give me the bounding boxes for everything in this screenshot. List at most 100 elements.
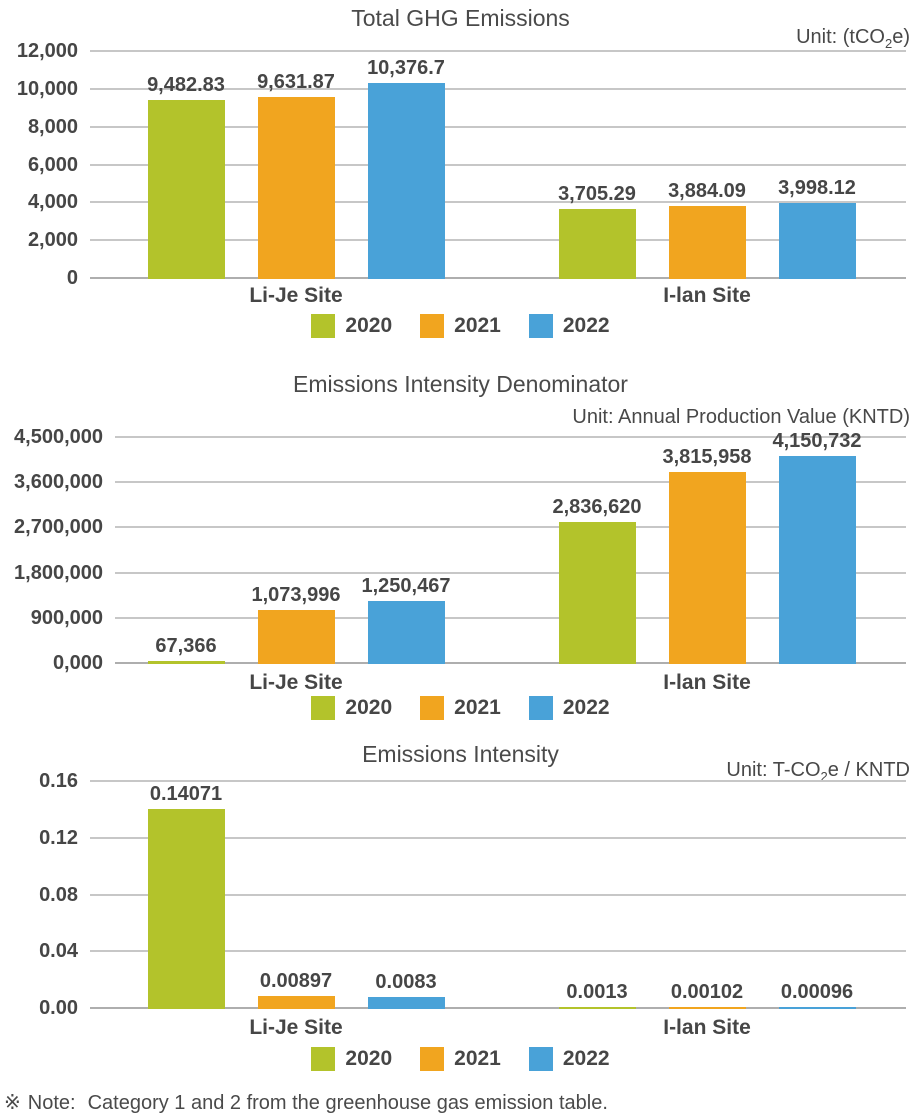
unit-text: Unit: Annual Production Value (KNTD) [572, 406, 910, 428]
legend-label: 2021 [454, 1047, 501, 1070]
gridline [90, 201, 906, 203]
legend-item-2022: 2022 [528, 696, 610, 720]
y-tick-label: 1,800,000 [14, 562, 103, 584]
bar-2021-i-lan-site [668, 472, 746, 664]
bar-value-label: 3,815,958 [662, 446, 752, 468]
bar-2021-li-je-site [257, 610, 335, 664]
legend-label: 2020 [345, 1047, 393, 1070]
bar-2022-li-je-site [367, 83, 445, 279]
legend-item-2020: 2020 [311, 1047, 392, 1071]
axis-baseline [90, 1007, 906, 1009]
bar-value-label: 10,376.7 [367, 57, 445, 79]
bar-value-label: 0.00096 [780, 981, 854, 1003]
unit-label: Unit: Annual Production Value (KNTD) [572, 405, 910, 429]
gridline [90, 88, 906, 90]
y-tick-label: 6,000 [27, 154, 78, 176]
bar-value-label: 2,836,620 [552, 496, 642, 518]
note-text: Category 1 and 2 from the greenhouse gas… [87, 1092, 608, 1114]
gridline [115, 436, 906, 438]
legend-item-2021: 2021 [420, 696, 501, 720]
gridline [90, 780, 906, 782]
gridline [90, 50, 906, 52]
bar-2020-i-lan-site [558, 209, 636, 279]
bar-2021-li-je-site [257, 996, 335, 1009]
bar-2021-i-lan-site [668, 206, 746, 279]
bar-value-label: 1,073,996 [251, 584, 341, 606]
axis-baseline [115, 662, 906, 664]
legend-label: 2021 [454, 696, 501, 719]
bar-value-label: 9,631.87 [257, 71, 335, 93]
unit-text: e / KNTD [827, 759, 910, 781]
bar-value-label: 0.0083 [375, 971, 437, 993]
unit-text: Unit: (tCO [796, 26, 885, 48]
y-tick-label: 0,000 [52, 652, 103, 674]
gridline [90, 164, 906, 166]
legend-label: 2022 [562, 696, 610, 719]
bar-value-label: 0.14071 [149, 783, 223, 805]
legend-label: 2021 [454, 314, 501, 337]
category-label-i-lan-site: I-lan Site [663, 284, 751, 307]
bar-value-label: 9,482.83 [147, 74, 225, 96]
chart-legend: 2020 2021 2022 [0, 1047, 921, 1071]
bar-2022-i-lan-site [778, 456, 856, 664]
note-label: Note: [27, 1092, 76, 1114]
bar-2022-li-je-site [367, 997, 445, 1009]
bar-2020-li-je-site [147, 661, 225, 664]
y-tick-label: 0.08 [39, 884, 78, 906]
bar-2021-li-je-site [257, 97, 335, 279]
unit-text: e) [892, 26, 910, 48]
legend-item-2022: 2022 [528, 1047, 610, 1071]
y-tick-label: 0.04 [39, 940, 78, 962]
gridline [90, 239, 906, 241]
bar-2020-i-lan-site [558, 522, 636, 664]
y-tick-label: 2,700,000 [14, 516, 103, 538]
legend-swatch-2021 [420, 314, 445, 338]
bar-value-label: 1,250,467 [361, 575, 451, 597]
chart-legend: 2020 2021 2022 [0, 696, 921, 720]
chart-title: Emissions Intensity Denominator [293, 371, 628, 397]
legend-swatch-2022 [528, 1047, 553, 1071]
unit-label: Unit: T-CO2e / KNTD [726, 758, 910, 789]
bar-2020-li-je-site [147, 100, 225, 279]
bar-2022-i-lan-site [778, 203, 856, 279]
legend-item-2020: 2020 [311, 696, 392, 720]
legend-item-2022: 2022 [528, 314, 610, 338]
gridline [115, 617, 906, 619]
y-tick-label: 0.00 [39, 997, 78, 1019]
bar-value-label: 3,705.29 [558, 183, 636, 205]
legend-label: 2022 [562, 1047, 610, 1070]
legend-swatch-2022 [528, 696, 553, 720]
legend-label: 2020 [345, 314, 393, 337]
note-marker-icon: ※ [4, 1092, 21, 1114]
bar-2021-i-lan-site [668, 1007, 746, 1009]
gridline [90, 837, 906, 839]
gridline [115, 526, 906, 528]
legend-item-2021: 2021 [420, 1047, 501, 1071]
y-tick-label: 900,000 [30, 607, 103, 629]
unit-text: Unit: T-CO [726, 759, 821, 781]
y-tick-label: 0.16 [39, 770, 78, 792]
bar-value-label: 3,998.12 [778, 177, 856, 199]
gridline [90, 950, 906, 952]
unit-label: Unit: (tCO2e) [796, 25, 910, 56]
bar-2022-i-lan-site [778, 1007, 856, 1009]
gridline [115, 572, 906, 574]
bar-2020-i-lan-site [558, 1007, 636, 1009]
category-label-i-lan-site: I-lan Site [663, 671, 751, 694]
chart-title: Total GHG Emissions [351, 5, 570, 31]
legend-label: 2022 [562, 314, 610, 337]
y-tick-label: 8,000 [27, 116, 78, 138]
y-tick-label: 10,000 [16, 78, 78, 100]
bar-value-label: 4,150,732 [772, 430, 862, 452]
y-tick-label: 0 [66, 267, 78, 289]
bar-2020-li-je-site [147, 809, 225, 1009]
category-label-li-je-site: Li-Je Site [249, 671, 343, 694]
y-tick-label: 4,500,000 [14, 426, 103, 448]
y-tick-label: 12,000 [16, 40, 78, 62]
axis-baseline [90, 277, 906, 279]
legend-label: 2020 [345, 696, 393, 719]
legend-swatch-2021 [420, 1047, 445, 1071]
